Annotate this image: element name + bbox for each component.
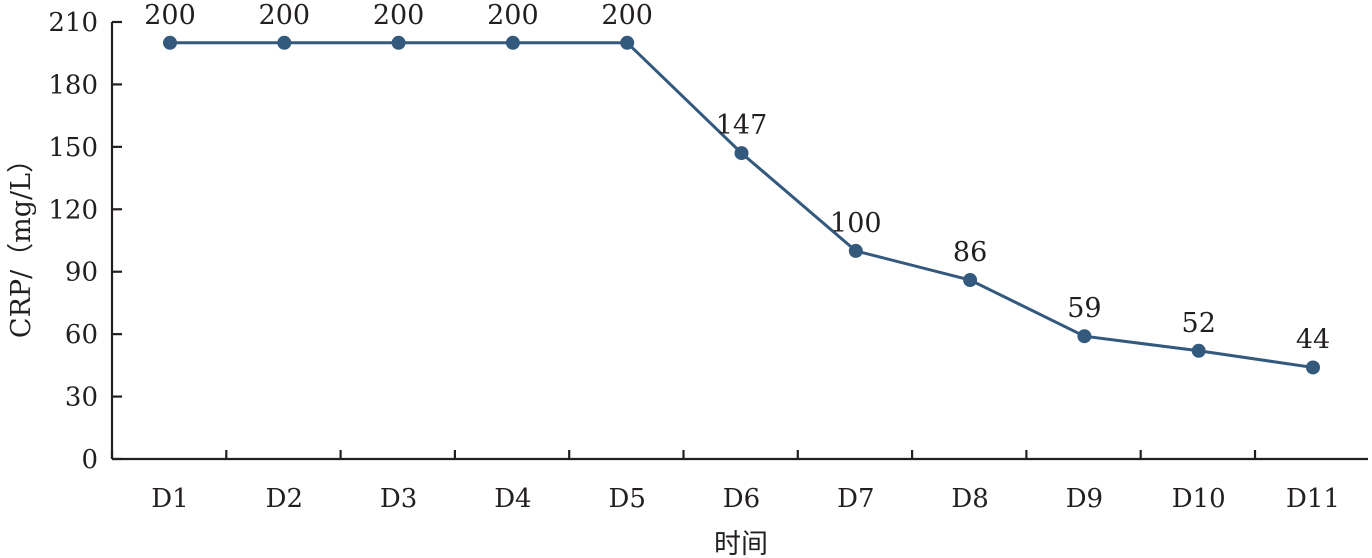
data-label: 200 [373,0,425,31]
x-tick-label: D1 [151,484,188,514]
data-label: 147 [716,110,768,141]
series-group: 200 200 200 200 200 147 100 86 59 52 44 [144,0,1330,375]
x-axis: D1 D2 D3 D4 D5 D6 D7 D8 D9 D10 D11 [110,450,1368,514]
data-point [1191,343,1206,358]
y-tick-label: 150 [48,133,98,163]
y-axis: 0 30 60 90 120 150 180 210 [48,8,122,475]
x-axis-title: 时间 [714,529,768,558]
x-tick-label: D3 [380,484,417,514]
x-tick-label: D8 [951,484,988,514]
data-label: 200 [487,0,539,31]
data-point [505,35,520,50]
data-point [1306,360,1320,375]
y-tick-label: 210 [48,8,98,38]
y-tick-label: 60 [65,320,98,350]
data-label: 200 [601,0,653,31]
data-label: 86 [953,237,987,268]
x-tick-label: D2 [266,484,303,514]
y-tick-label: 30 [65,383,98,413]
data-label: 100 [830,208,882,239]
data-point [848,243,863,258]
data-point [734,146,749,161]
data-point [963,273,978,288]
y-tick-label: 90 [65,258,98,288]
y-tick-label: 0 [81,445,98,475]
data-point [277,35,292,50]
x-tick-label: D7 [837,484,874,514]
y-axis-title: CRP/（mg/L） [6,146,37,338]
x-tick-label: D6 [723,484,760,514]
y-tick-label: 180 [48,70,98,100]
data-label: 44 [1296,324,1330,355]
y-tick-label: 120 [48,195,98,225]
data-point [620,35,635,50]
data-label: 200 [144,0,196,31]
x-tick-label: D11 [1286,484,1340,514]
data-point [163,35,177,50]
x-tick-label: D10 [1172,484,1226,514]
data-label: 200 [259,0,311,31]
x-tick-label: D5 [609,484,646,514]
x-tick-label: D9 [1066,484,1103,514]
series-line [170,41,1314,369]
data-point [391,35,406,50]
data-point [1077,329,1092,344]
x-tick-label: D4 [494,484,531,514]
data-label: 59 [1067,293,1101,324]
data-label: 52 [1182,308,1216,339]
